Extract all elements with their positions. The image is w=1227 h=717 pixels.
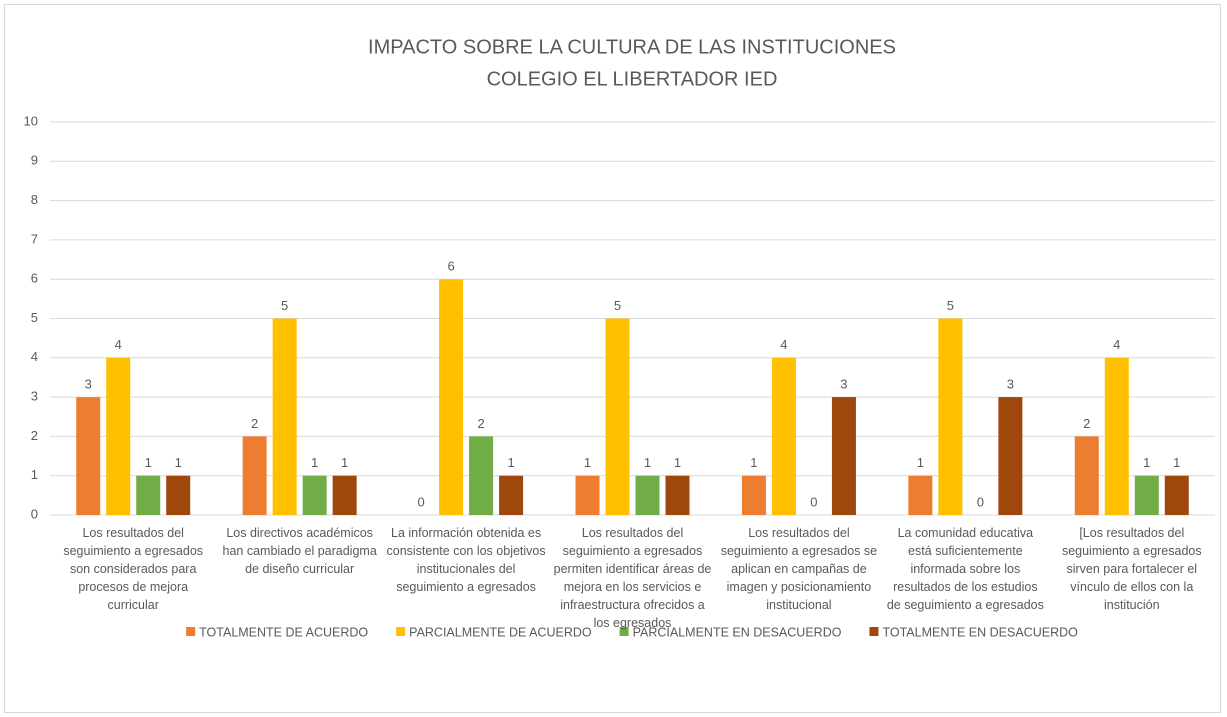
bar: [106, 357, 131, 515]
y-tick-label: 8: [31, 192, 38, 207]
data-label: 1: [1143, 455, 1150, 470]
data-label: 1: [584, 455, 591, 470]
bar: [302, 475, 327, 515]
data-label: 1: [341, 455, 348, 470]
data-label: 6: [447, 259, 454, 274]
x-tick-label: La información obtenida es consistente c…: [386, 526, 546, 594]
data-label: 3: [85, 377, 92, 392]
bar: [831, 397, 856, 515]
bar: [575, 475, 600, 515]
legend-label: TOTALMENTE DE ACUERDO: [199, 625, 368, 639]
y-tick-label: 1: [31, 467, 38, 482]
bar: [439, 279, 464, 515]
data-label: 4: [1113, 337, 1120, 352]
bar: [499, 475, 524, 515]
y-tick-label: 0: [31, 506, 38, 521]
bar: [242, 436, 267, 515]
data-label: 1: [750, 455, 757, 470]
bar: [1074, 436, 1099, 515]
data-label: 0: [977, 494, 984, 509]
data-label: 2: [477, 416, 484, 431]
data-label: 1: [1173, 455, 1180, 470]
bar: [166, 475, 191, 515]
data-label: 1: [674, 455, 681, 470]
bar: [741, 475, 766, 515]
bar: [605, 318, 630, 515]
bar: [1134, 475, 1159, 515]
data-label: 4: [780, 337, 787, 352]
data-label: 5: [947, 298, 954, 313]
data-label: 1: [644, 455, 651, 470]
x-tick-label: Los resultados del seguimiento a egresad…: [720, 526, 878, 612]
chart-title: IMPACTO SOBRE LA CULTURA DE LAS INSTITUC…: [368, 36, 896, 58]
bar: [469, 436, 494, 515]
bar: [908, 475, 933, 515]
y-tick-label: 4: [31, 349, 38, 364]
y-tick-label: 2: [31, 428, 38, 443]
x-tick-label: [Los resultados del seguimiento a egresa…: [1061, 526, 1202, 612]
bar: [665, 475, 690, 515]
chart-subtitle: COLEGIO EL LIBERTADOR IED: [487, 68, 778, 90]
bar: [1104, 357, 1129, 515]
legend-swatch: [186, 627, 196, 636]
y-tick-label: 3: [31, 389, 38, 404]
y-tick-label: 6: [31, 271, 38, 286]
data-label: 5: [281, 298, 288, 313]
y-tick-label: 9: [31, 153, 38, 168]
data-label: 2: [251, 416, 258, 431]
data-label: 1: [311, 455, 318, 470]
legend-label: PARCIALMENTE EN DESACUERDO: [633, 625, 842, 639]
data-label: 1: [917, 455, 924, 470]
bar: [998, 397, 1023, 515]
x-tick-label: Los resultados del seguimiento a egresad…: [63, 526, 204, 612]
legend-swatch: [396, 627, 406, 636]
bar: [635, 475, 660, 515]
bar: [771, 357, 796, 515]
data-label: 1: [145, 455, 152, 470]
x-tick-label: Los directivos académicos han cambiado e…: [222, 526, 377, 576]
legend-label: PARCIALMENTE DE ACUERDO: [409, 625, 592, 639]
bar: [332, 475, 357, 515]
data-label: 3: [840, 377, 847, 392]
y-tick-label: 5: [31, 310, 38, 325]
bar: [136, 475, 161, 515]
data-label: 4: [115, 337, 122, 352]
y-tick-label: 7: [31, 231, 38, 246]
data-label: 0: [417, 494, 424, 509]
bar: [76, 397, 101, 515]
legend-swatch: [619, 627, 629, 636]
data-label: 3: [1007, 377, 1014, 392]
legend-swatch: [869, 627, 879, 636]
data-label: 1: [507, 455, 514, 470]
bar: [272, 318, 297, 515]
data-label: 1: [175, 455, 182, 470]
x-tick-label: Los resultados del seguimiento a egresad…: [553, 526, 712, 630]
data-label: 5: [614, 298, 621, 313]
bar: [938, 318, 963, 515]
y-tick-label: 10: [24, 113, 38, 128]
legend-label: TOTALMENTE EN DESACUERDO: [882, 625, 1078, 639]
bar: [1164, 475, 1189, 515]
data-label: 2: [1083, 416, 1090, 431]
x-tick-label: La comunidad educativa está suficienteme…: [886, 526, 1044, 612]
data-label: 0: [810, 494, 817, 509]
